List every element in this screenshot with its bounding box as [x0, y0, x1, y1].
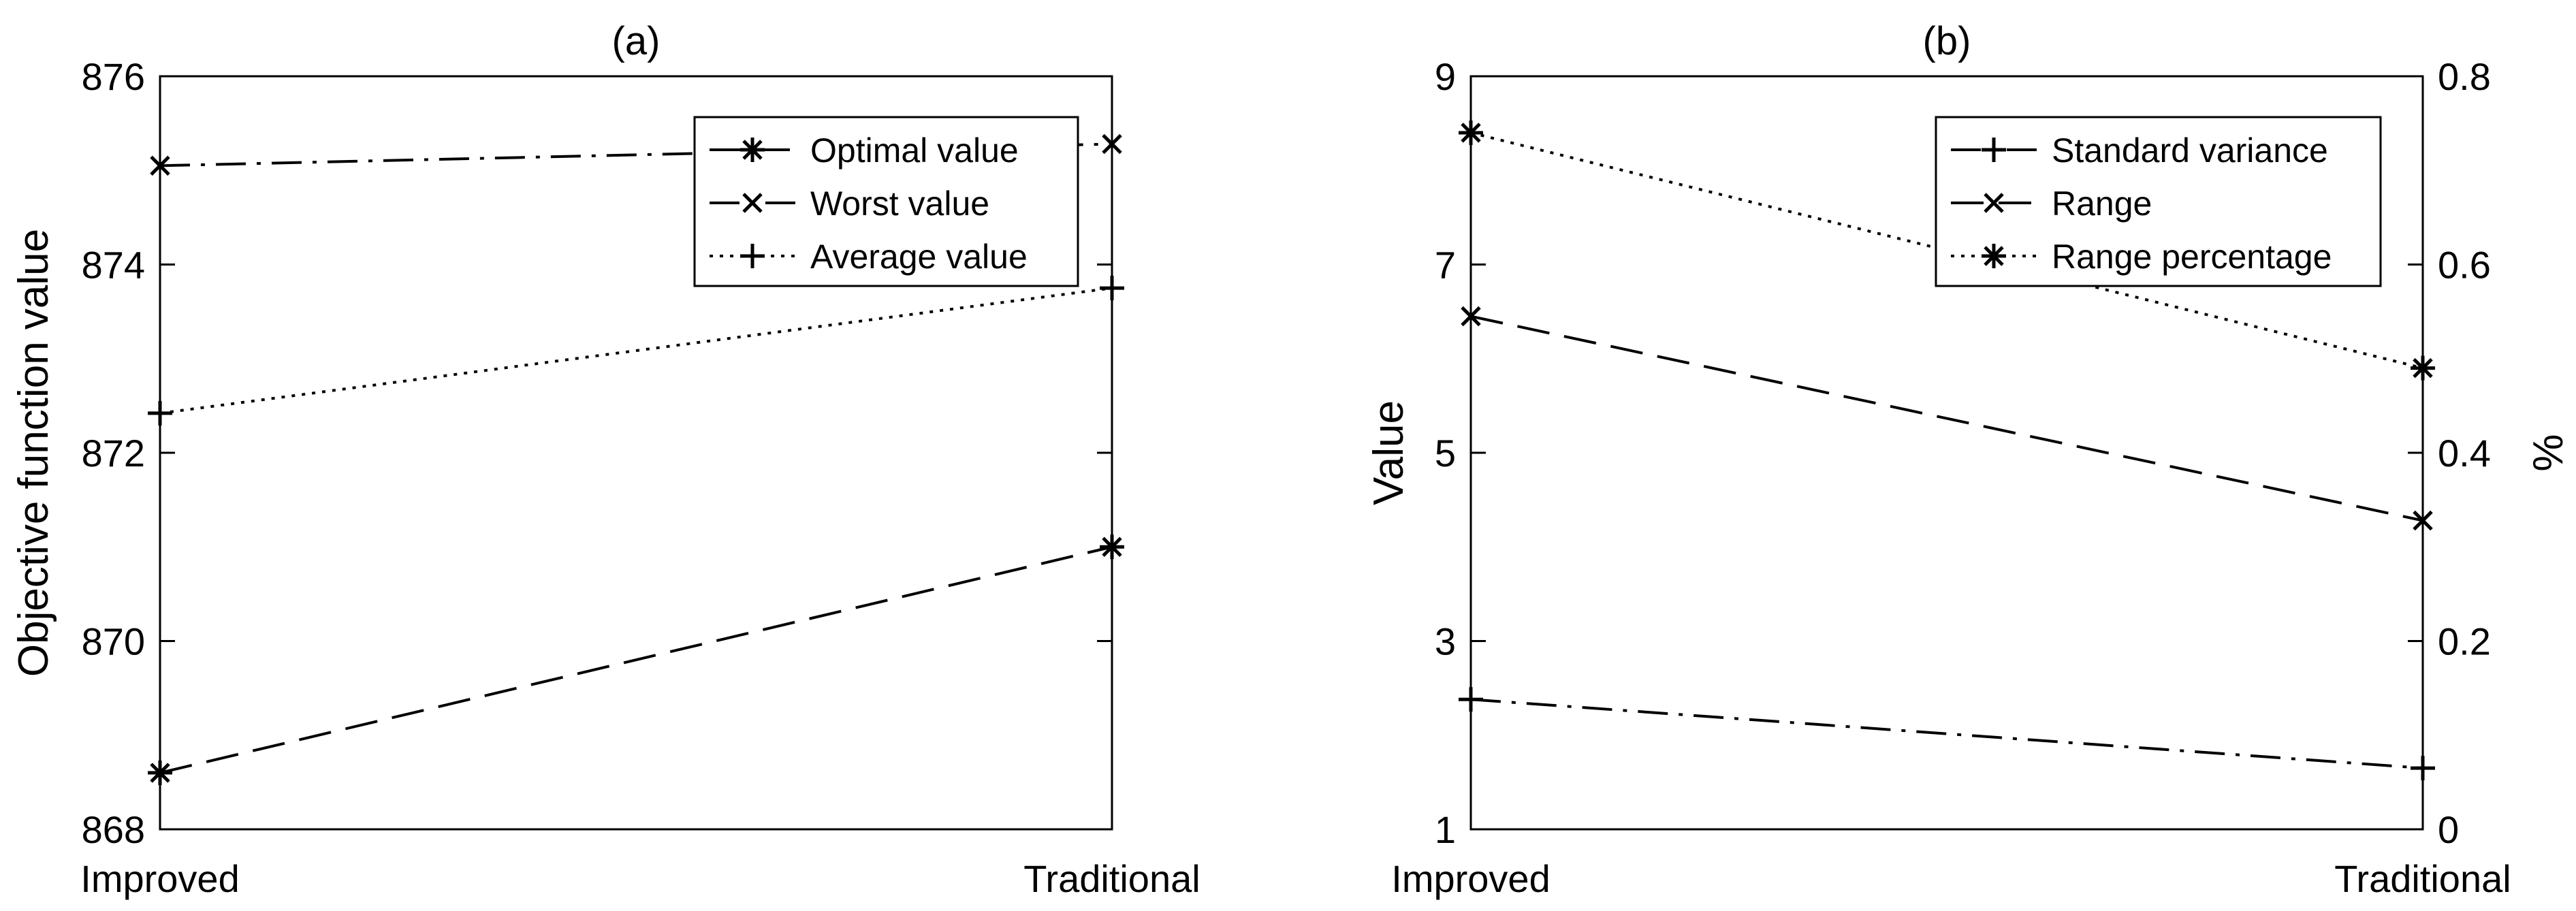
- legend: Optimal value Worst value Average value: [693, 116, 1079, 287]
- y-tick-label: 868: [82, 808, 145, 851]
- y-tick-label: 3: [1435, 620, 1456, 663]
- chart-panel-a: (a) 868 870 872 874 876 Improved Traditional Obj…: [10, 19, 1200, 900]
- y2-tick-label: 0: [2438, 808, 2459, 851]
- x-tick-label: Improved: [80, 857, 239, 900]
- y-tick-label: 7: [1435, 244, 1456, 287]
- data-point-0-0: [148, 761, 172, 786]
- x-tick-label: Traditional: [2334, 857, 2511, 900]
- data-point-2-1: [2411, 355, 2435, 381]
- y-tick-label: 872: [82, 432, 145, 475]
- y2-tick-label: 0.8: [2438, 55, 2491, 98]
- y-tick-label: 876: [82, 55, 145, 98]
- legend-marker-0: [1982, 138, 2006, 162]
- legend-marker-2: [740, 244, 765, 268]
- data-point-1-1: [1102, 133, 1122, 155]
- y-tick-label: 1: [1435, 808, 1456, 851]
- series-line-0: [159, 545, 1113, 774]
- y-tick-label: 874: [82, 244, 145, 287]
- chart-title: (a): [612, 19, 661, 63]
- y-axis-label: Objective function value: [10, 229, 57, 677]
- data-point-0-1: [2411, 756, 2435, 781]
- series-line-2: [159, 287, 1113, 415]
- legend-label: Standard variance: [2052, 131, 2328, 170]
- legend-marker-1: [742, 193, 763, 213]
- x-tick-label: Improved: [1391, 857, 1550, 900]
- series-line-0: [1470, 698, 2423, 770]
- y-tick-label: 5: [1435, 432, 1456, 475]
- data-point-1-0: [1461, 306, 1481, 327]
- x-tick-label: Traditional: [1023, 857, 1200, 900]
- legend-label: Worst value: [810, 185, 989, 223]
- legend: Standard variance Range Range percentage: [1935, 116, 2382, 287]
- chart-panel-b: (b) 1 3 5 7 9 0 0.2 0.4 0.6 0.8% Improved Traditiona…: [1365, 19, 2572, 900]
- legend-marker-1: [1984, 193, 2004, 213]
- legend-label: Range percentage: [2052, 238, 2332, 276]
- data-point-0-1: [1100, 534, 1124, 560]
- data-point-2-1: [1100, 276, 1124, 301]
- legend-marker-2: [1982, 244, 2006, 268]
- series-line-1: [1470, 315, 2423, 522]
- legend-label: Average value: [810, 238, 1028, 276]
- y-tick-label: 9: [1435, 55, 1456, 98]
- legend-marker-0: [740, 138, 765, 162]
- y2-axis-label: %: [2525, 434, 2572, 471]
- y2-tick-label: 0.4: [2438, 432, 2491, 475]
- y-tick-label: 870: [82, 620, 145, 663]
- data-point-1-0: [150, 155, 170, 176]
- legend-label: Optimal value: [810, 131, 1019, 170]
- data-point-1-1: [2413, 510, 2433, 531]
- data-point-2-0: [1459, 120, 1483, 145]
- chart-title: (b): [1923, 19, 1971, 63]
- y2-tick-label: 0.2: [2438, 620, 2491, 663]
- legend-label: Range: [2052, 185, 2152, 223]
- y-axis-label: Value: [1365, 400, 1412, 505]
- data-point-0-0: [1459, 687, 1483, 712]
- data-point-2-0: [148, 400, 172, 426]
- y2-tick-label: 0.6: [2438, 244, 2491, 287]
